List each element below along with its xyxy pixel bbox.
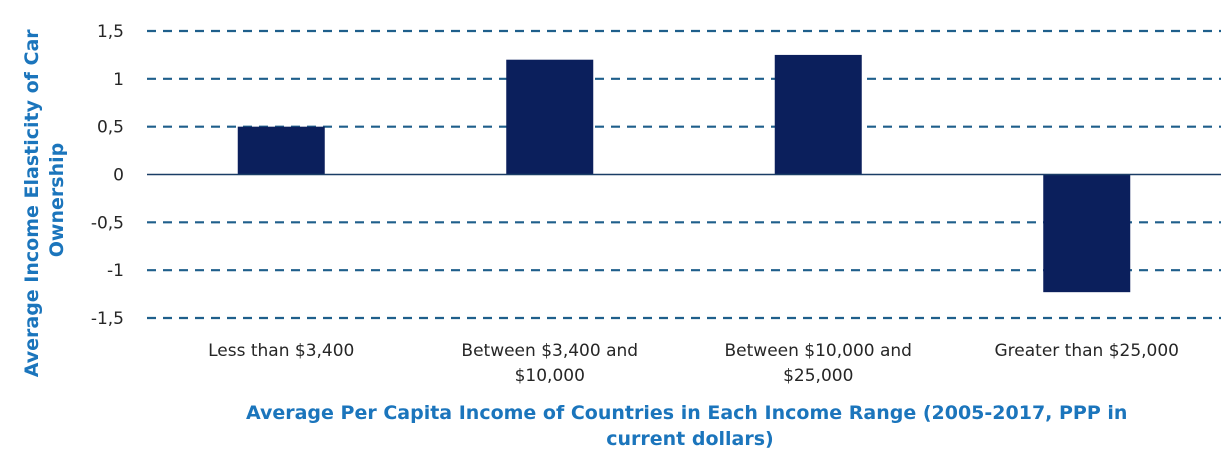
x-category-label: Less than $3,400 — [208, 341, 354, 361]
y-tick-label: 0,5 — [97, 118, 124, 138]
y-tick-label: -1 — [107, 261, 124, 281]
x-category-label: Between $3,400 and $10,000 — [461, 341, 638, 386]
y-axis-title-line-1: Average Income Elasticity of Car — [21, 29, 43, 378]
x-category-label: Between $10,000 and $25,000 — [725, 341, 912, 386]
y-tick-label: 0 — [113, 166, 124, 186]
x-axis-title-line-1: Average Per Capita Income of Countries i… — [246, 402, 1128, 424]
x-category-labels: Less than $3,400 Between $3,400 and $10,00… — [208, 341, 1179, 386]
y-tick-label: -1,5 — [91, 309, 124, 329]
bar — [506, 59, 594, 175]
y-tick-labels: 1,5 1 0,5 0 -0,5 -1 -1,5 — [91, 22, 124, 329]
bar — [774, 54, 862, 175]
bar — [1043, 174, 1131, 293]
y-axis-title: Average Income Elasticity of Car Ownersh… — [21, 23, 68, 378]
y-tick-label: -0,5 — [91, 213, 124, 233]
x-category-label: Greater than $25,000 — [994, 341, 1179, 361]
bars — [237, 54, 1131, 293]
x-axis-title-line-2: current dollars) — [606, 428, 774, 450]
y-tick-label: 1,5 — [97, 22, 124, 42]
gridlines — [147, 29, 1221, 320]
bar — [237, 126, 325, 175]
y-tick-label: 1 — [113, 70, 124, 90]
x-axis-title: Average Per Capita Income of Countries i… — [246, 402, 1134, 450]
y-axis-title-line-2: Ownership — [46, 143, 68, 257]
